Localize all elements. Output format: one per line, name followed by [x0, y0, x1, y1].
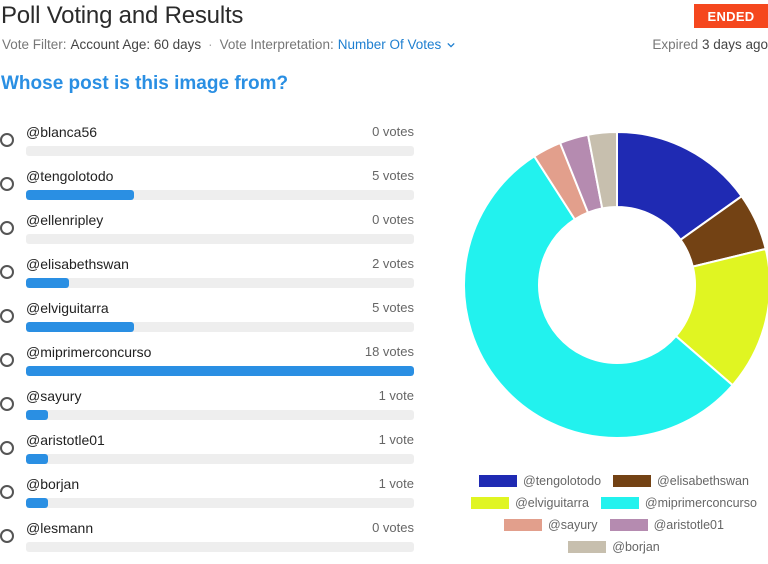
vote-interpretation-dropdown[interactable]: Number Of Votes	[337, 37, 442, 52]
legend-label: @miprimerconcurso	[644, 496, 757, 510]
poll-option[interactable]: @sayury 1 vote	[0, 388, 416, 432]
meta-separator: ·	[208, 37, 213, 52]
vote-progress-bar	[26, 190, 414, 200]
poll-question: Whose post is this image from?	[1, 73, 289, 94]
radio-button[interactable]	[0, 353, 14, 367]
radio-button[interactable]	[0, 397, 14, 411]
legend-label: @borjan	[612, 540, 660, 554]
expired-label: Expired	[652, 37, 699, 52]
radio-button[interactable]	[0, 133, 14, 147]
option-label: @tengolotodo	[26, 168, 114, 184]
legend-row: @borjan	[460, 536, 768, 558]
legend-label: @elviguitarra	[515, 496, 589, 510]
option-label: @borjan	[26, 476, 80, 492]
option-vote-count: 5 votes	[372, 168, 414, 183]
option-vote-count: 5 votes	[372, 300, 414, 315]
poll-option[interactable]: @aristotle01 1 vote	[0, 432, 416, 476]
option-label: @miprimerconcurso	[26, 344, 152, 360]
vote-progress-fill	[26, 278, 70, 288]
expired-value: 3 days ago	[701, 37, 768, 52]
legend-row: @elviguitarra @miprimerconcurso	[460, 492, 768, 514]
option-vote-count: 0 votes	[372, 124, 414, 139]
legend-item[interactable]: @sayury	[504, 518, 598, 532]
legend-item[interactable]: @elisabethswan	[613, 474, 749, 488]
option-vote-count: 1 vote	[378, 388, 414, 403]
vote-progress-fill	[26, 190, 134, 200]
radio-button[interactable]	[0, 221, 14, 235]
vote-progress-fill	[26, 366, 414, 376]
vote-filter-label: Vote Filter:	[2, 37, 67, 52]
legend-swatch	[471, 497, 510, 509]
radio-button[interactable]	[0, 441, 14, 455]
poll-option[interactable]: @ellenripley 0 votes	[0, 212, 416, 256]
vote-progress-bar	[26, 146, 414, 156]
option-vote-count: 0 votes	[372, 520, 414, 535]
chevron-down-icon[interactable]	[447, 41, 455, 49]
legend-item[interactable]: @miprimerconcurso	[600, 496, 757, 510]
vote-progress-fill	[26, 498, 48, 508]
vote-progress-bar	[26, 278, 414, 288]
option-label: @sayury	[26, 388, 82, 404]
legend-label: @elisabethswan	[657, 474, 749, 488]
radio-button[interactable]	[0, 177, 14, 191]
expiry-info: Expired 3 days ago	[652, 37, 768, 52]
legend-swatch	[609, 519, 648, 531]
legend-row: @sayury @aristotle01	[460, 514, 768, 536]
donut-slice[interactable]	[463, 154, 735, 439]
poll-option[interactable]: @borjan 1 vote	[0, 476, 416, 520]
poll-option[interactable]: @blanca56 0 votes	[0, 124, 416, 168]
radio-button[interactable]	[0, 529, 14, 543]
legend-swatch	[479, 475, 518, 487]
radio-button[interactable]	[0, 485, 14, 499]
vote-progress-bar	[26, 322, 414, 332]
chart-legend: @tengolotodo @elisabethswan @elviguitarra @…	[460, 470, 768, 558]
option-vote-count: 1 vote	[378, 432, 414, 447]
legend-swatch	[504, 519, 543, 531]
vote-progress-bar	[26, 410, 414, 420]
poll-option[interactable]: @tengolotodo 5 votes	[0, 168, 416, 212]
vote-progress-fill	[26, 454, 48, 464]
legend-swatch	[613, 475, 652, 487]
donut-slice[interactable]	[586, 130, 618, 210]
results-donut-chart	[463, 130, 768, 439]
legend-item[interactable]: @elviguitarra	[471, 496, 589, 510]
poll-meta: Vote Filter: Account Age: 60 days · Vote…	[2, 37, 455, 52]
vote-progress-bar	[26, 366, 414, 376]
vote-filter-value: Account Age: 60 days	[70, 37, 202, 52]
vote-progress-bar	[26, 542, 414, 552]
option-vote-count: 1 vote	[378, 476, 414, 491]
vote-progress-bar	[26, 234, 414, 244]
option-vote-count: 0 votes	[372, 212, 414, 227]
poll-option[interactable]: @elviguitarra 5 votes	[0, 300, 416, 344]
option-label: @elisabethswan	[26, 256, 129, 272]
page-title: Poll Voting and Results	[1, 2, 244, 29]
vote-progress-bar	[26, 498, 414, 508]
legend-item[interactable]: @tengolotodo	[479, 474, 601, 488]
vote-progress-fill	[26, 410, 48, 420]
option-label: @ellenripley	[26, 212, 104, 228]
poll-option[interactable]: @lesmann 0 votes	[0, 520, 416, 564]
poll-option[interactable]: @miprimerconcurso 18 votes	[0, 344, 416, 388]
option-label: @elviguitarra	[26, 300, 109, 316]
legend-row: @tengolotodo @elisabethswan	[460, 470, 768, 492]
legend-label: @aristotle01	[653, 518, 724, 532]
legend-label: @tengolotodo	[523, 474, 602, 488]
legend-swatch	[600, 497, 639, 509]
option-label: @blanca56	[26, 124, 98, 140]
legend-item[interactable]: @borjan	[568, 540, 660, 554]
radio-button[interactable]	[0, 309, 14, 323]
option-label: @aristotle01	[26, 432, 105, 448]
legend-item[interactable]: @aristotle01	[609, 518, 724, 532]
option-vote-count: 2 votes	[372, 256, 414, 271]
option-vote-count: 18 votes	[364, 344, 414, 359]
status-badge: ENDED	[694, 4, 768, 28]
vote-progress-fill	[26, 322, 134, 332]
radio-button[interactable]	[0, 265, 14, 279]
legend-swatch	[568, 541, 607, 553]
vote-progress-bar	[26, 454, 414, 464]
vote-interpretation-label: Vote Interpretation:	[219, 37, 334, 52]
legend-label: @sayury	[548, 518, 598, 532]
poll-option[interactable]: @elisabethswan 2 votes	[0, 256, 416, 300]
option-label: @lesmann	[26, 520, 94, 536]
